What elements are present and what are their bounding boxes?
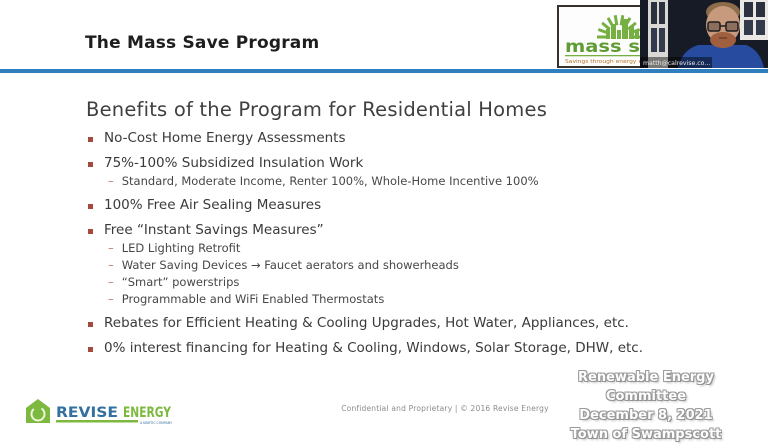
bullet-square-icon [88,137,93,142]
masssave-skyline-icon [606,19,639,39]
overlay-line-committee: Renewable Energy Committee [578,370,714,404]
sub-bullet-item: – Programmable and WiFi Enabled Thermost… [86,292,726,306]
sub-bullet-text: LED Lighting Retrofit [121,241,241,255]
sub-bullet-item: – Water Saving Devices → Faucet aerators… [86,258,726,272]
bullet-item: 75%-100% Subsidized Insulation Work [86,155,726,171]
overlay-line-town: Town of Swampscott [570,427,722,442]
slide-heading: Benefits of the Program for Residential … [86,98,548,121]
revise-logo-tagline: A KINETIC COMPANY [140,421,173,425]
bullet-item: No-Cost Home Energy Assessments [86,130,726,146]
bullet-item: Free “Instant Savings Measures” [86,222,726,238]
overlay-line-date: December 8, 2021 [579,408,713,423]
bullet-text: No-Cost Home Energy Assessments [104,130,346,146]
bullet-square-icon [88,322,93,327]
sub-bullet-item: – Standard, Moderate Income, Renter 100%… [86,174,726,188]
sub-bullet-text: “Smart” powerstrips [121,275,240,289]
sub-bullet-text: Water Saving Devices → Faucet aerators a… [121,258,459,272]
bullet-text: 75%-100% Subsidized Insulation Work [104,155,364,171]
sub-bullet-text: Programmable and WiFi Enabled Thermostat… [121,292,385,306]
revise-house-icon [26,399,50,423]
footer-confidential-text: Confidential and Proprietary | © 2016 Re… [341,404,549,413]
bullet-text: Free “Instant Savings Measures” [104,222,324,238]
revise-wordmark-secondary: ENERGY [123,405,171,421]
dash-icon: – [108,174,114,188]
dash-icon: – [108,292,114,306]
dash-icon: – [108,275,114,289]
revise-wordmark-primary: REVISE [56,405,118,421]
slide-body: Benefits of the Program for Residential … [86,98,726,356]
header-divider [0,69,768,73]
bullet-item: Rebates for Efficient Heating & Cooling … [86,315,726,331]
sub-bullet-item: – “Smart” powerstrips [86,275,726,289]
bullet-text: 0% interest financing for Heating & Cool… [104,340,644,356]
bullet-square-icon [88,204,93,209]
bullet-item: 100% Free Air Sealing Measures [86,197,726,213]
dash-icon: – [108,241,114,255]
page-title: The Mass Save Program [85,33,320,53]
dash-icon: – [108,258,114,272]
webcam-name-label: matth@calrevise.co... [643,59,710,67]
masssave-tagline: Savings through energy efficiency [565,59,667,65]
bullet-text: 100% Free Air Sealing Measures [104,197,322,213]
bullet-text: Rebates for Efficient Heating & Cooling … [104,315,629,331]
bullet-item: 0% interest financing for Heating & Cool… [86,340,726,356]
bullet-square-icon [88,347,93,352]
webcam-video-tile[interactable]: matth@calrevise.co... [640,0,768,68]
video-overlay-caption: Renewable Energy Committee December 8, 2… [540,368,752,444]
revise-energy-logo: REVISE ENERGY A KINETIC COMPANY [24,396,174,432]
glasses-icon [707,21,739,32]
sub-bullet-item: – LED Lighting Retrofit [86,241,726,255]
bullet-square-icon [88,229,93,234]
sub-bullet-text: Standard, Moderate Income, Renter 100%, … [121,174,539,188]
webcam-person-image: matth@calrevise.co... [640,0,768,68]
bullet-square-icon [88,162,93,167]
